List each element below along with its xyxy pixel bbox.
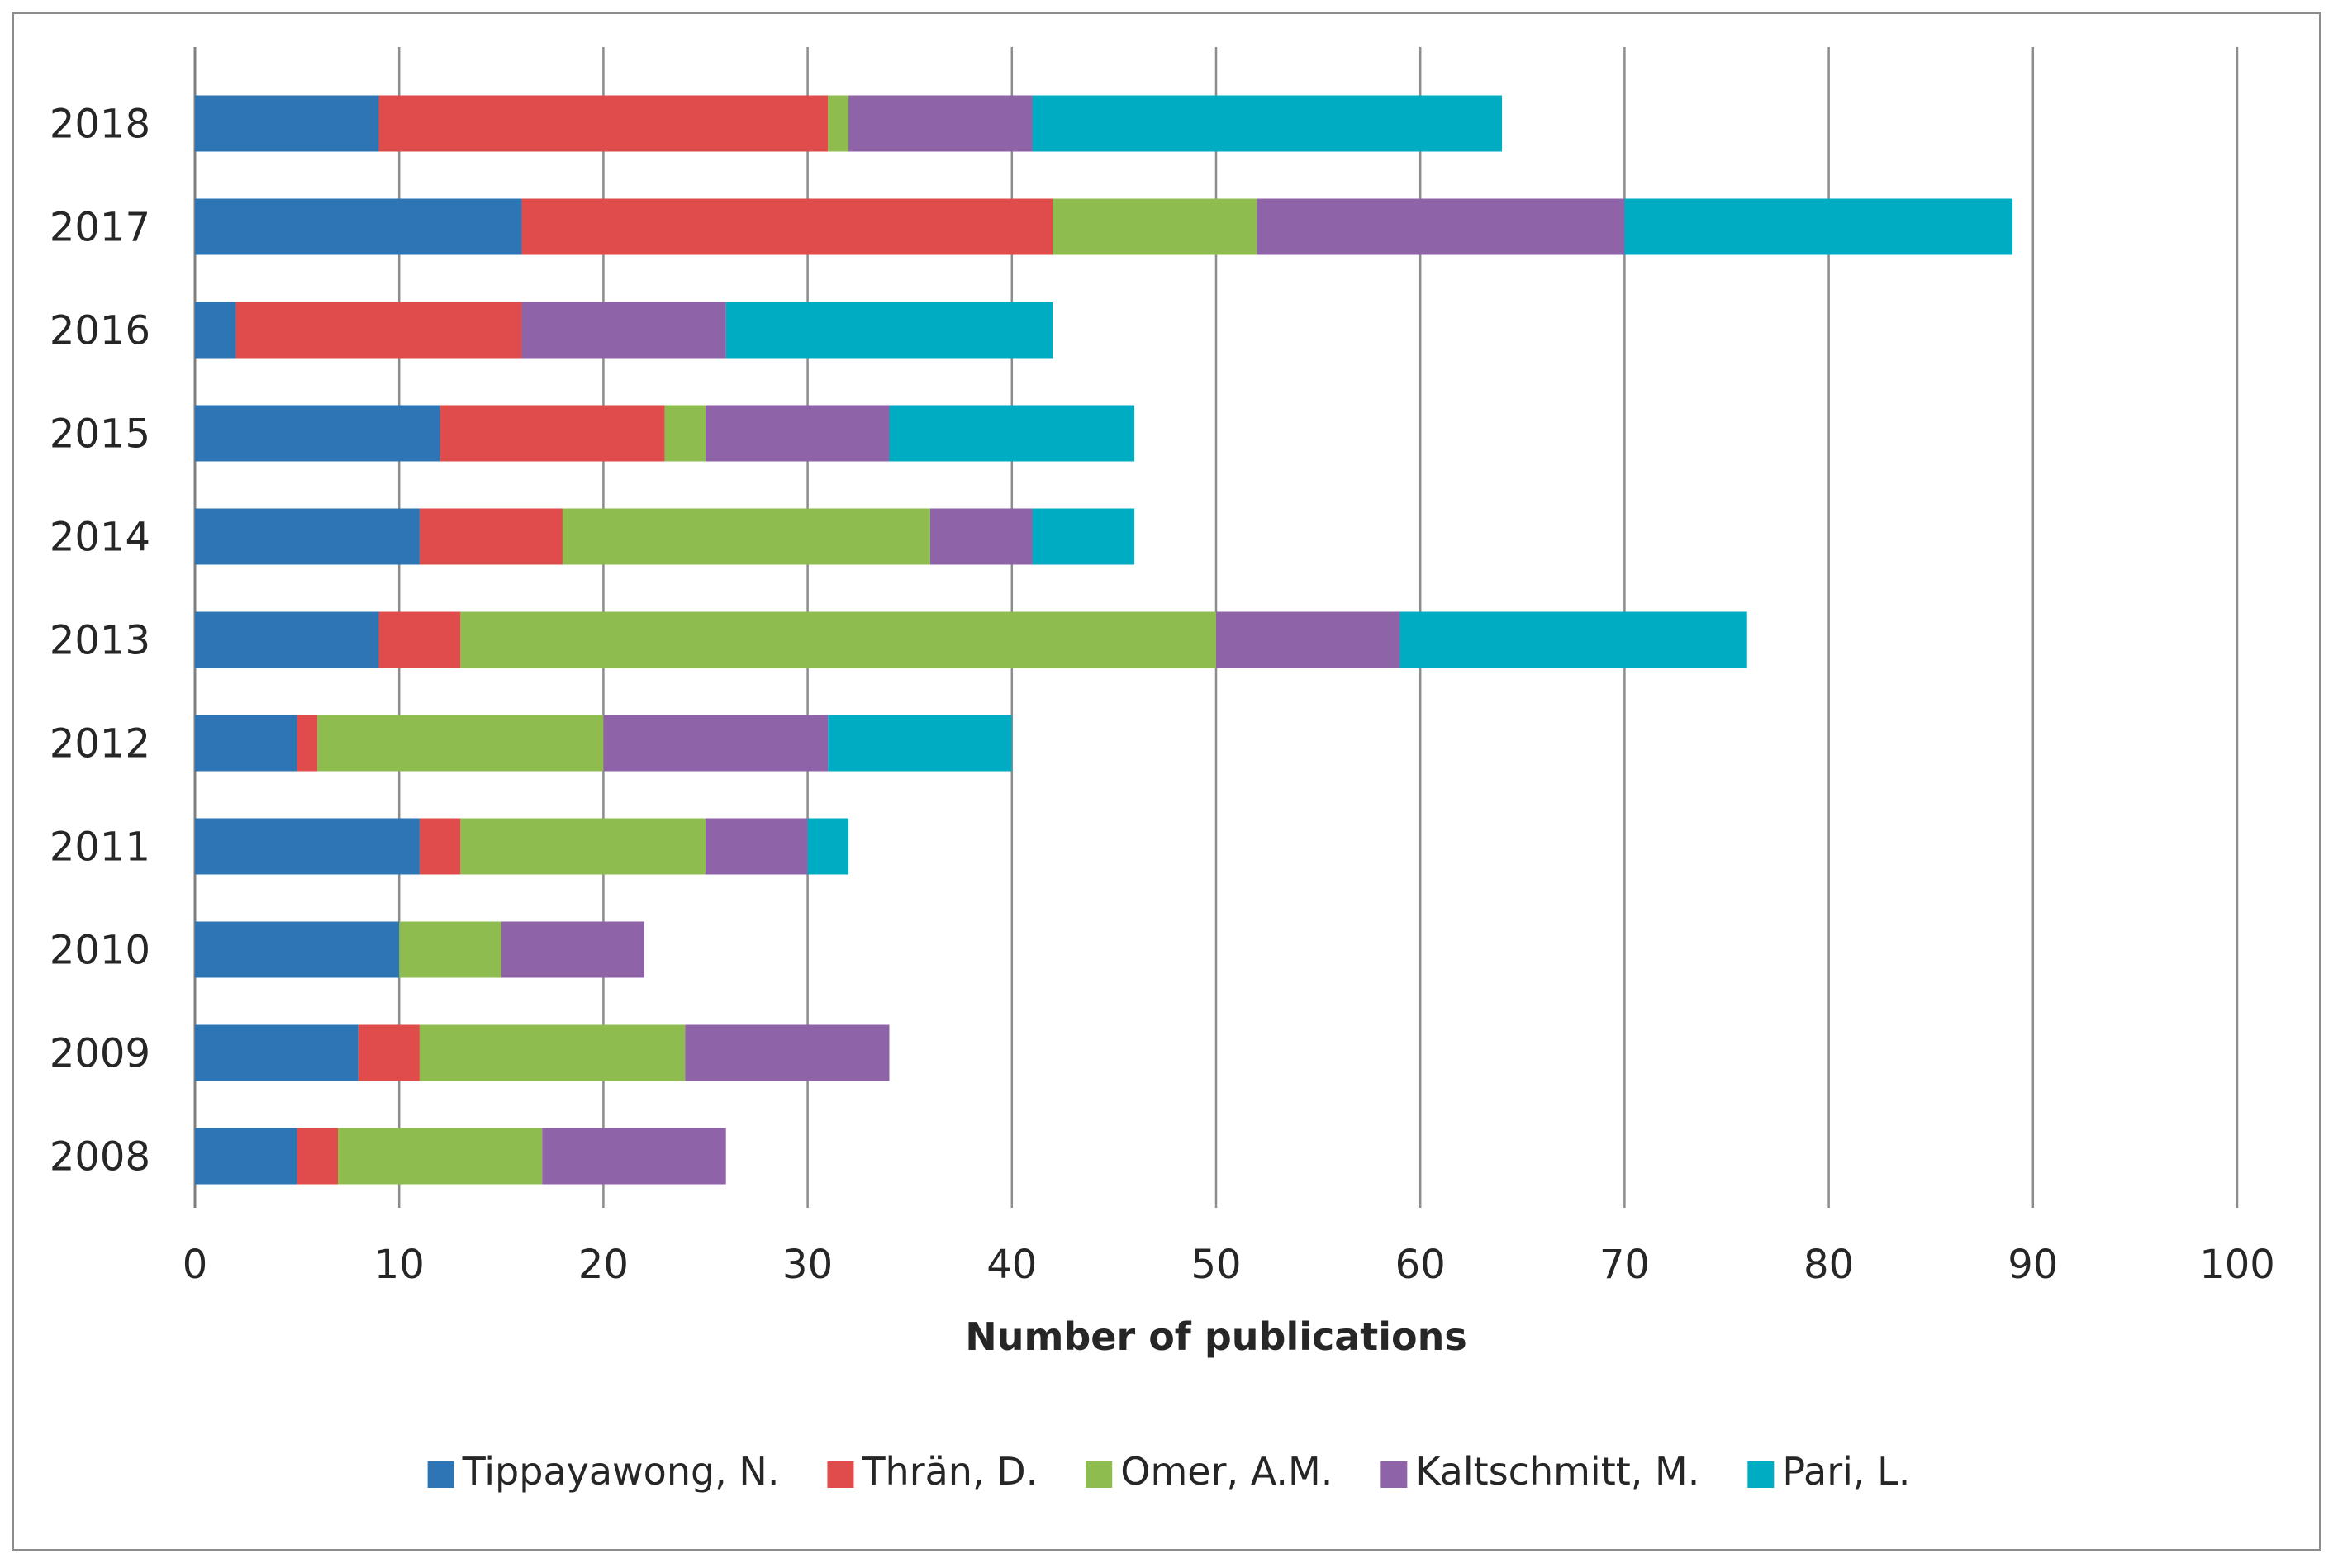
bar-2017-omer-a-m: [1053, 198, 1257, 255]
legend-swatch: [1086, 1461, 1113, 1488]
bar-2015-thr-n-d: [440, 405, 665, 462]
bar-2015-kaltschmitt-m: [706, 405, 890, 462]
bar-2013-kaltschmitt-m: [1216, 611, 1400, 668]
bar-2015-pari-l: [889, 405, 1135, 462]
x-tick-label-60: 60: [1395, 1242, 1446, 1288]
bar-2009-omer-a-m: [419, 1024, 686, 1081]
bar-2011-omer-a-m: [460, 818, 706, 875]
bar-2012-thr-n-d: [297, 715, 318, 772]
bar-2008-tippayawong-n: [195, 1128, 297, 1185]
bar-2012-kaltschmitt-m: [603, 715, 829, 772]
legend-swatch: [1380, 1461, 1408, 1488]
x-tick-label-20: 20: [578, 1242, 629, 1288]
x-tick-label-70: 70: [1599, 1242, 1650, 1288]
bar-2016-thr-n-d: [235, 302, 522, 359]
bar-2014-omer-a-m: [562, 508, 930, 565]
bar-2014-pari-l: [1032, 508, 1135, 565]
legend-item-pari-l: Pari, L.: [1747, 1449, 1910, 1494]
bar-2013-omer-a-m: [460, 611, 1216, 668]
x-tick-label-10: 10: [374, 1242, 425, 1288]
bar-2014-thr-n-d: [419, 508, 563, 565]
x-tick-label-40: 40: [986, 1242, 1037, 1288]
bar-2010-kaltschmitt-m: [501, 921, 644, 978]
bar-2008-thr-n-d: [297, 1128, 339, 1185]
bar-2017-pari-l: [1624, 198, 2013, 255]
bar-2015-tippayawong-n: [195, 405, 440, 462]
legend-item-tippayawong-n: Tippayawong, N.: [427, 1449, 780, 1494]
bar-2012-tippayawong-n: [195, 715, 297, 772]
y-tick-label-2018: 2018: [50, 102, 150, 148]
bar-2008-omer-a-m: [338, 1128, 543, 1185]
bar-2018-omer-a-m: [828, 95, 849, 152]
bar-2010-tippayawong-n: [195, 921, 400, 978]
legend-label: Kaltschmitt, M.: [1415, 1449, 1699, 1494]
legend-label: Thrän, D.: [861, 1449, 1038, 1494]
y-tick-label-2008: 2008: [50, 1134, 150, 1181]
bar-2015-omer-a-m: [664, 405, 706, 462]
bar-2014-tippayawong-n: [195, 508, 420, 565]
bar-2017-tippayawong-n: [195, 198, 522, 255]
bar-2011-pari-l: [807, 818, 849, 875]
y-tick-label-2016: 2016: [50, 308, 150, 354]
legend-swatch: [827, 1461, 854, 1488]
x-tick-label-30: 30: [782, 1242, 833, 1288]
bar-2009-kaltschmitt-m: [685, 1024, 890, 1081]
bar-2011-kaltschmitt-m: [706, 818, 808, 875]
bar-2012-omer-a-m: [317, 715, 604, 772]
y-tick-label-2013: 2013: [50, 618, 150, 664]
bar-2013-tippayawong-n: [195, 611, 379, 668]
y-axis-labels: 2018 2017 2016 2015 2014 2013 2012 2011 2010 2009…: [50, 102, 150, 1181]
x-tick-label-50: 50: [1190, 1242, 1241, 1288]
legend: Tippayawong, N. Thrän, D. Omer, A.M. Kaltsc…: [427, 1449, 1910, 1494]
x-tick-label-100: 100: [2199, 1242, 2275, 1288]
bar-2014-kaltschmitt-m: [929, 508, 1033, 565]
y-tick-label-2012: 2012: [50, 721, 150, 767]
bar-2010-omer-a-m: [399, 921, 501, 978]
bar-2016-kaltschmitt-m: [521, 302, 726, 359]
bar-2016-tippayawong-n: [195, 302, 236, 359]
bar-2011-tippayawong-n: [195, 818, 420, 875]
bars: [195, 95, 2013, 1185]
bar-2016-pari-l: [725, 302, 1053, 359]
bar-2013-thr-n-d: [378, 611, 461, 668]
stacked-bar-chart: 2018201720162015201420132012201120102009…: [50, 47, 2275, 1494]
y-tick-label-2017: 2017: [50, 205, 150, 251]
chart-frame: 2018 2017 2016 2015 2014 2013 2012 2011 2010 2009…: [12, 12, 2321, 1551]
legend-label: Pari, L.: [1782, 1449, 1910, 1494]
bar-2013-pari-l: [1399, 611, 1747, 668]
bar-2012-pari-l: [828, 715, 1012, 772]
y-tick-label-2010: 2010: [50, 928, 150, 974]
bar-2008-kaltschmitt-m: [542, 1128, 726, 1185]
y-tick-label-2011: 2011: [50, 824, 150, 871]
x-tick-label-80: 80: [1803, 1242, 1854, 1288]
y-tick-label-2015: 2015: [50, 411, 150, 458]
legend-item-omer-a-m: Omer, A.M.: [1086, 1449, 1333, 1494]
legend-swatch: [427, 1461, 454, 1488]
y-tick-label-2009: 2009: [50, 1031, 150, 1077]
y-tick-label-2014: 2014: [50, 515, 150, 561]
legend-swatch: [1747, 1461, 1775, 1488]
bar-2009-tippayawong-n: [195, 1024, 359, 1081]
legend-item-kaltschmitt-m: Kaltschmitt, M.: [1380, 1449, 1699, 1494]
x-axis-title: Number of publications: [965, 1314, 1467, 1359]
legend-label: Tippayawong, N.: [462, 1449, 780, 1494]
bar-2018-pari-l: [1032, 95, 1503, 152]
legend-label: Omer, A.M.: [1120, 1449, 1333, 1494]
x-axis-labels: 0 10 20 30 40 50 60 70 80 90 100: [183, 1242, 2275, 1288]
bar-2009-thr-n-d: [358, 1024, 420, 1081]
bar-2017-thr-n-d: [521, 198, 1053, 255]
bar-2018-thr-n-d: [378, 95, 829, 152]
x-tick-label-0: 0: [183, 1242, 208, 1288]
bar-2011-thr-n-d: [419, 818, 461, 875]
x-tick-label-90: 90: [2008, 1242, 2058, 1288]
legend-item-thr-n-d: Thrän, D.: [827, 1449, 1038, 1494]
bar-2018-tippayawong-n: [195, 95, 379, 152]
bar-2018-kaltschmitt-m: [848, 95, 1033, 152]
bar-2017-kaltschmitt-m: [1257, 198, 1625, 255]
